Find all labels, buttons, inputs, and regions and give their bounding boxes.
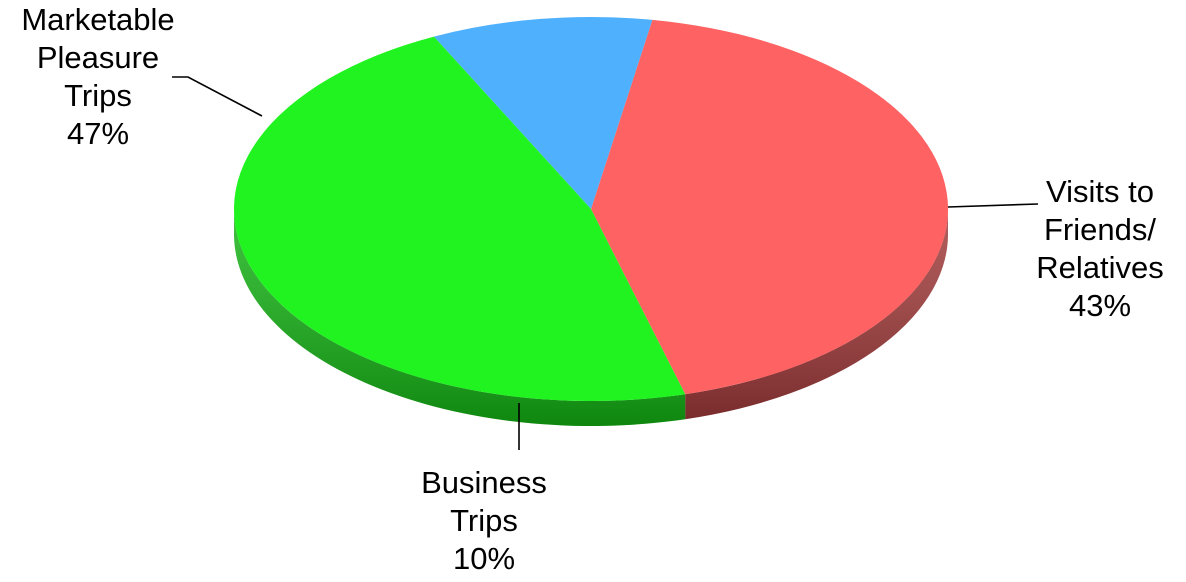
slice-label-2-line-0: Marketable	[21, 2, 174, 37]
leader-line-2	[172, 76, 263, 117]
slice-labels: Visits toFriends/Relatives43%BusinessTri…	[21, 2, 1163, 576]
leader-lines	[172, 76, 1039, 450]
pie-tops	[233, 17, 949, 402]
slice-label-0-line-0: Visits to	[1046, 174, 1154, 209]
slice-label-1-line-1: Trips	[450, 503, 518, 538]
pie-side-shade-0-0	[685, 210, 948, 420]
pie-slice-0	[591, 19, 949, 395]
slice-label-2-line-2: Trips	[64, 78, 132, 113]
slice-value-label-2: 47%	[67, 116, 129, 151]
slice-label-0-line-1: Friends/	[1044, 212, 1156, 247]
slice-value-label-0: 43%	[1069, 288, 1131, 323]
pie-slice-1	[433, 17, 653, 210]
pie-sides	[234, 210, 948, 427]
slice-label-2-line-1: Pleasure	[37, 40, 159, 75]
leader-line-0	[947, 203, 1039, 208]
pie-slice-2	[233, 36, 686, 402]
slice-value-label-1: 10%	[453, 541, 515, 576]
slice-label-1-line-0: Business	[421, 465, 547, 500]
slice-label-0-line-2: Relatives	[1036, 250, 1164, 285]
pie-side-shade-2-0	[234, 210, 686, 427]
